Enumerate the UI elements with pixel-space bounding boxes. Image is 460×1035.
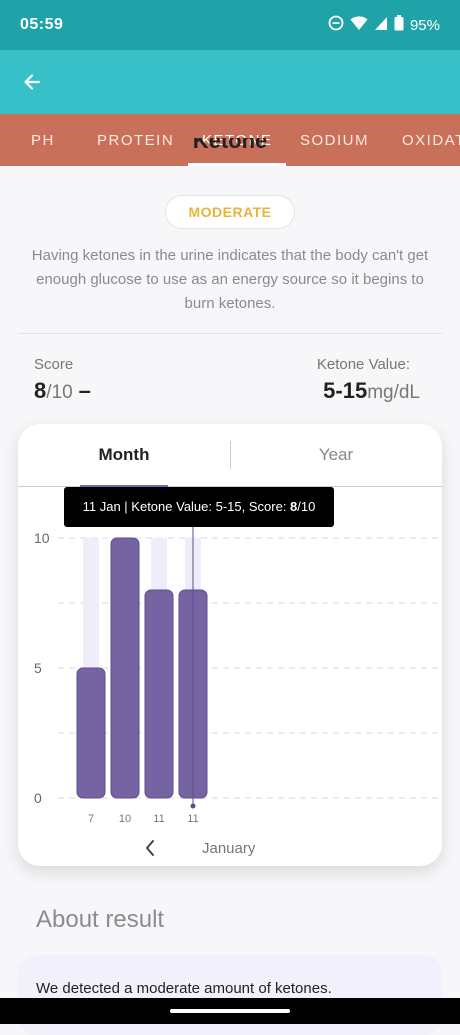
x-tick-label: 7	[88, 813, 94, 825]
y-tick-label: 10	[34, 530, 50, 546]
tab-ketone[interactable]: KETONE	[202, 132, 273, 149]
home-handle[interactable]	[170, 1009, 290, 1013]
tab-month[interactable]: Month	[98, 445, 150, 464]
tab-oxidation[interactable]: OXIDAT	[402, 132, 460, 149]
signal-icon	[374, 15, 388, 35]
segment-line	[18, 486, 442, 487]
x-tick-label: 11	[187, 813, 198, 825]
status-badge: MODERATE	[165, 195, 295, 229]
ketone-value: 5-15mg/dL	[323, 378, 420, 404]
tab-ph[interactable]: PH	[31, 132, 55, 149]
status-icons: 95%	[328, 15, 440, 35]
tooltip-suffix: /10	[297, 499, 316, 514]
score-trend: –	[78, 378, 91, 403]
bar	[110, 537, 140, 799]
ketone-value-number: 5-15	[323, 378, 368, 403]
tab-year[interactable]: Year	[318, 445, 354, 464]
previous-month-button[interactable]	[138, 834, 162, 862]
tooltip-score: 8	[290, 499, 298, 514]
score-label: Score	[34, 356, 74, 373]
status-time: 05:59	[20, 16, 64, 33]
wifi-icon	[350, 15, 368, 35]
page-title: Ketone	[192, 138, 268, 153]
score-max: /10	[46, 382, 73, 403]
battery-percent: 95%	[409, 16, 440, 34]
active-tab-indicator	[188, 163, 286, 166]
bar	[144, 589, 174, 799]
category-tabs: PH PROTEIN KETONE SODIUM OXIDAT	[0, 114, 460, 166]
result-text: We detected a moderate amount of ketones…	[36, 980, 332, 997]
divider	[18, 333, 442, 334]
tooltip-text: 11 Jan | Ketone Value: 5-15, Score:	[82, 499, 291, 514]
battery-icon	[394, 15, 404, 35]
score-value: 8/10–	[34, 378, 91, 404]
do-not-disturb-icon	[328, 15, 344, 35]
arrow-left-icon	[24, 74, 41, 90]
status-bar: 05:59 95%	[0, 0, 460, 50]
tab-sodium[interactable]: SODIUM	[300, 132, 369, 149]
bar	[76, 667, 106, 799]
ketone-value-unit: mg/dL	[367, 382, 420, 403]
back-button[interactable]	[14, 64, 50, 100]
score-number: 8	[34, 378, 47, 403]
y-tick-label: 0	[34, 790, 42, 806]
segment-divider	[230, 441, 231, 469]
y-tick-label: 5	[34, 660, 42, 676]
ketone-value-label: Ketone Value:	[316, 356, 410, 373]
chart-tooltip: 11 Jan | Ketone Value: 5-15, Score: 8/10	[64, 487, 334, 527]
app-bar	[0, 50, 460, 114]
month-label: January	[202, 840, 256, 857]
x-tick-label: 11	[153, 813, 164, 825]
about-title: About result	[36, 906, 165, 933]
chevron-left-icon	[146, 840, 154, 856]
selected-marker-dot	[190, 803, 196, 809]
tab-protein[interactable]: PROTEIN	[97, 132, 175, 149]
ketone-description: Having ketones in the urine indicates th…	[31, 247, 429, 312]
x-tick-label: 10	[119, 813, 131, 825]
active-segment-indicator	[80, 485, 168, 488]
